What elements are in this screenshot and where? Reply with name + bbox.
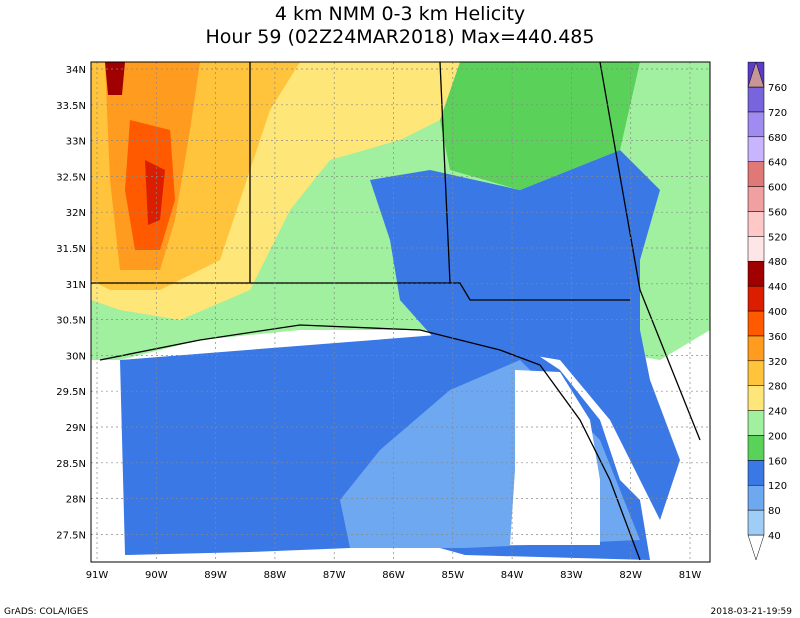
colorbar-label: 240 <box>768 407 787 418</box>
colorbar-band <box>747 335 765 362</box>
title-line: 4 km NMM 0-3 km Helicity <box>275 3 525 25</box>
colorbar-label: 560 <box>768 207 787 218</box>
lon-label: 83W <box>560 570 583 581</box>
land-blue <box>370 150 680 520</box>
lon-labels: 91W 90W 89W 88W 87W 86W 85W 84W 83W 82W 81W <box>86 570 702 581</box>
colorbar-label: 680 <box>768 133 787 144</box>
colorbar-band <box>747 385 765 411</box>
colorbar-band <box>747 285 765 312</box>
lon-label: 84W <box>501 570 524 581</box>
colorbar-label: 280 <box>768 382 787 393</box>
lon-label: 81W <box>679 570 702 581</box>
lat-label: 30N <box>66 351 86 362</box>
lat-label: 29.5N <box>56 387 86 398</box>
footer-left: GrADS: COLA/IGES <box>4 607 88 617</box>
lat-label: 33N <box>66 137 86 148</box>
colorbar-band <box>747 410 765 436</box>
colorbar-label: 640 <box>768 158 787 169</box>
lat-label: 31N <box>66 280 86 291</box>
colorbar-label: 760 <box>768 83 787 94</box>
footer-right: 2018-03-21-19:59 <box>711 607 793 617</box>
colorbar-band <box>747 211 765 237</box>
colorbar-band <box>747 435 765 461</box>
colorbar-label: 40 <box>768 531 781 542</box>
boundaries <box>91 61 701 561</box>
colorbar-band <box>747 509 765 536</box>
colorbar-triangle <box>747 534 765 561</box>
lat-label: 31.5N <box>56 244 86 255</box>
colorbar-label: 720 <box>768 108 787 119</box>
map-frame <box>90 61 711 563</box>
land-red <box>145 160 165 225</box>
colorbar-band <box>747 186 765 212</box>
colorbar-band <box>747 136 765 162</box>
lon-label: 86W <box>382 570 405 581</box>
land-green <box>440 62 640 190</box>
lon-label: 87W <box>323 570 346 581</box>
colorbar: 40 80 120 160 200 240 280 320 360 400 440 480 520 560… <box>747 61 787 561</box>
lat-label: 28N <box>66 495 86 506</box>
colorbar-band <box>747 260 765 287</box>
colorbar-band <box>747 236 765 262</box>
colorbar-band <box>747 86 765 113</box>
lon-label: 91W <box>86 570 109 581</box>
colorbar-label: 440 <box>768 282 787 293</box>
lon-label: 88W <box>264 570 287 581</box>
lat-label: 34N <box>66 65 86 76</box>
colorbar-band <box>747 484 765 511</box>
graticule <box>91 62 710 562</box>
colorbar-band <box>747 161 765 187</box>
colorbar-label: 400 <box>768 307 787 318</box>
map-field <box>90 61 711 563</box>
colorbar-band <box>747 360 765 386</box>
lat-label: 30.5N <box>56 316 86 327</box>
colorbar-label: 160 <box>768 456 787 467</box>
colorbar-label: 120 <box>768 481 787 492</box>
colorbar-label: 600 <box>768 183 787 194</box>
colorbar-label: 360 <box>768 332 787 343</box>
colorbar-label: 200 <box>768 431 787 442</box>
lat-label: 32.5N <box>56 172 86 183</box>
lon-label: 89W <box>204 570 227 581</box>
colorbar-band <box>747 310 765 337</box>
colorbar-label: 520 <box>768 232 787 243</box>
lat-labels: 34N 33.5N 33N 32.5N 32N 31.5N 31N 30.5N 30N 29.5N… <box>56 65 86 541</box>
lat-label: 27.5N <box>56 530 86 541</box>
lon-label: 82W <box>619 570 642 581</box>
no-data <box>510 370 600 545</box>
colorbar-band <box>747 111 765 138</box>
lat-label: 28.5N <box>56 459 86 470</box>
lat-label: 32N <box>66 208 86 219</box>
lat-label: 33.5N <box>56 101 86 112</box>
lon-label: 85W <box>441 570 464 581</box>
colorbar-band <box>747 460 765 486</box>
lat-label: 29N <box>66 423 86 434</box>
colorbar-label: 80 <box>768 506 781 517</box>
colorbar-label: 320 <box>768 357 787 368</box>
land-dark-red <box>105 62 125 95</box>
lon-label: 90W <box>145 570 168 581</box>
colorbar-label: 480 <box>768 257 787 268</box>
title-line: Hour 59 (02Z24MAR2018) Max=440.485 <box>206 26 595 48</box>
colorbar-triangle <box>747 61 765 88</box>
